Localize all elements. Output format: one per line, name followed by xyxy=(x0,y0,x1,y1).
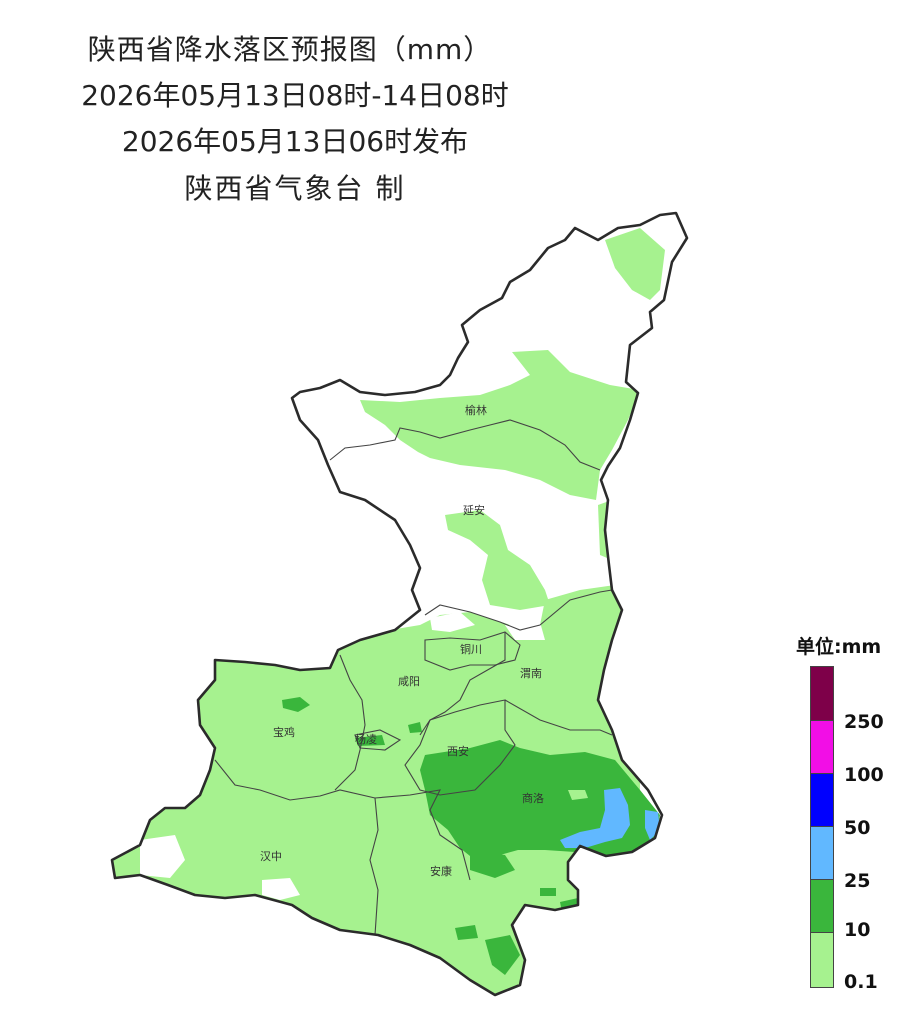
forecast-period: 2026年05月13日08时-14日08时 xyxy=(81,79,509,112)
city-label-xianyang: 咸阳 xyxy=(398,675,420,688)
city-label-hanzhong: 汉中 xyxy=(260,850,282,863)
legend-color-bar xyxy=(810,666,834,988)
city-label-baoji: 宝鸡 xyxy=(273,725,295,739)
issue-time: 2026年05月13日06时发布 xyxy=(121,125,469,158)
legend-swatch-10-25 xyxy=(811,880,833,933)
province-border xyxy=(110,211,689,997)
legend-swatch-100-250 xyxy=(811,721,833,774)
legend-tick-250: 250 xyxy=(844,711,884,733)
map-title: 陕西省降水落区预报图（mm） xyxy=(87,33,493,66)
legend-tick-25: 25 xyxy=(844,870,871,892)
legend-swatch-0.1-10 xyxy=(811,933,833,987)
city-label-tongchuan: 铜川 xyxy=(460,642,482,656)
city-label-yulin: 榆林 xyxy=(465,403,487,417)
legend-swatch-50-100 xyxy=(811,774,833,827)
legend-swatch-25-50 xyxy=(811,827,833,880)
city-label-ankang: 安康 xyxy=(430,864,452,878)
legend-tick-50: 50 xyxy=(844,817,871,839)
legend-tick-0.1: 0.1 xyxy=(844,971,878,993)
city-label-yanan: 延安 xyxy=(463,503,485,517)
legend-tick-100: 100 xyxy=(844,764,884,786)
city-label-shangluo: 商洛 xyxy=(522,791,544,805)
rain-zone-none xyxy=(140,612,545,900)
city-boundaries xyxy=(214,419,613,936)
producer-credit: 陕西省气象台 制 xyxy=(184,172,406,205)
city-labels: 榆林 延安 铜川 咸阳 渭南 宝鸡 杨凌 西安 商洛 汉中 安康 xyxy=(260,403,544,878)
legend-tick-10: 10 xyxy=(844,919,871,941)
legend-swatch-250plus xyxy=(811,667,833,721)
city-label-yangling: 杨凌 xyxy=(355,732,377,746)
city-label-xian: 西安 xyxy=(447,744,469,758)
legend-title: 单位:mm xyxy=(796,636,882,658)
city-label-weinan: 渭南 xyxy=(520,667,542,680)
